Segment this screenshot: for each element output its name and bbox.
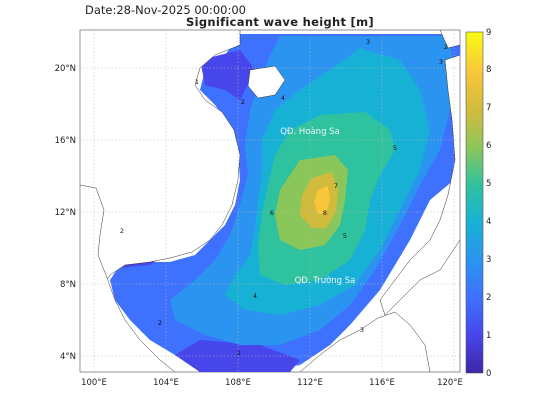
colorbar-tick: 7 <box>486 103 491 113</box>
colorbar-tick: 4 <box>486 217 491 227</box>
y-tick-label: 4°N <box>60 352 76 362</box>
contour-label: 8 <box>323 209 327 217</box>
land-malay-peninsula <box>80 184 176 372</box>
x-tick-label: 120°E <box>437 378 463 388</box>
contour-label: 7 <box>334 182 338 190</box>
date-label: Date:28-Nov-2025 00:00:00 <box>85 3 246 17</box>
contour-label: 3 <box>439 58 443 66</box>
x-tick-label: 104°E <box>153 378 179 388</box>
colorbar-tick: 5 <box>486 179 491 189</box>
map-title: Significant wave height [m] <box>186 15 374 29</box>
gridlines <box>80 30 460 372</box>
contour-label: 2 <box>120 227 124 235</box>
contour-label: 3 <box>366 38 370 46</box>
y-tick-label: 8°N <box>60 280 76 290</box>
contour-label: 4 <box>281 94 285 102</box>
contour-label: 2 <box>241 98 245 106</box>
y-tick-label: 12°N <box>55 208 76 218</box>
x-tick-label: 112°E <box>297 378 323 388</box>
colorbar-tick: 0 <box>486 369 491 379</box>
colorbar-tick: 8 <box>486 65 491 75</box>
colorbar-ticks: 0 1 2 3 4 5 6 7 8 9 <box>486 28 491 379</box>
contour-label: 3 <box>360 326 364 334</box>
y-axis-ticks: 20°N 16°N 12°N 8°N 4°N <box>55 64 76 362</box>
x-tick-label: 108°E <box>225 378 251 388</box>
contour-label: 4 <box>253 292 257 300</box>
y-tick-label: 16°N <box>55 136 76 146</box>
colorbar-tick: 3 <box>486 255 491 265</box>
contour-label: 2 <box>444 43 448 51</box>
land-borneo <box>299 311 431 372</box>
contour-label: 2 <box>237 349 241 357</box>
sea-band-1m <box>200 50 255 100</box>
contour-label: 6 <box>270 209 274 217</box>
y-tick-label: 20°N <box>55 64 76 74</box>
contour-label: 5 <box>343 232 347 240</box>
place-label-truong-sa: QĐ. Trường Sa <box>295 275 356 286</box>
colorbar <box>465 31 484 374</box>
land-china-indochina <box>80 30 241 291</box>
colorbar-tick: 6 <box>486 141 491 151</box>
place-label-hoang-sa: QĐ. Hoàng Sa <box>280 127 340 137</box>
contour-labels: 2 2 3 4 5 6 7 8 5 3 2 4 2 2 3 1 <box>120 38 448 357</box>
sea-band-8m <box>314 186 330 214</box>
land-philippines <box>379 54 460 316</box>
landmass <box>80 30 460 372</box>
colorbar-tick: 9 <box>486 28 491 38</box>
x-axis-ticks: 100°E 104°E 108°E 112°E 116°E 120°E <box>81 378 463 388</box>
land-taiwan <box>439 30 460 49</box>
colorbar-tick: 2 <box>486 293 491 303</box>
colorbar-tick: 1 <box>486 331 491 341</box>
contour-label: 5 <box>393 144 397 152</box>
x-tick-label: 116°E <box>369 378 395 388</box>
land-hainan <box>247 65 286 99</box>
contour-label: 2 <box>158 319 162 327</box>
x-tick-label: 100°E <box>81 378 107 388</box>
contour-label: 1 <box>195 78 199 86</box>
